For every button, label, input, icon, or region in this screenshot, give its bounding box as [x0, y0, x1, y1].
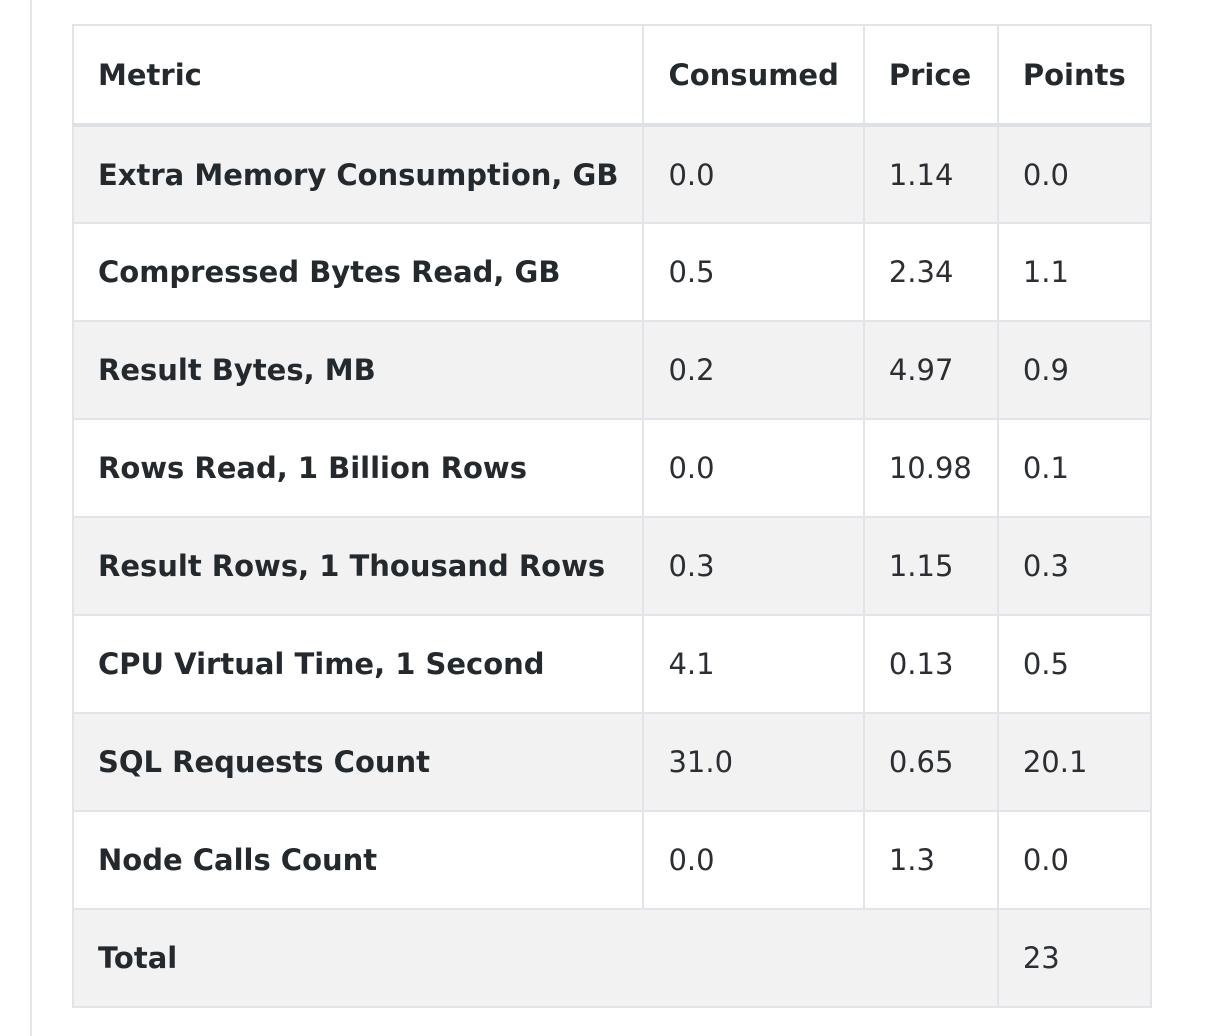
- cell-points: 0.0: [996, 810, 1152, 910]
- cell-points: 0.5: [996, 614, 1152, 714]
- table-row: CPU Virtual Time, 1 Second 4.1 0.13 0.5: [71, 614, 1152, 714]
- table-row: Rows Read, 1 Billion Rows 0.0 10.98 0.1: [71, 418, 1152, 518]
- metrics-table: Metric Consumed Price Points Extra Memor…: [71, 24, 1152, 1008]
- total-points: 23: [996, 908, 1152, 1008]
- cell-price: 1.3: [862, 810, 999, 910]
- table-row: Node Calls Count 0.0 1.3 0.0: [71, 810, 1152, 910]
- cell-points: 20.1: [996, 712, 1152, 812]
- cell-consumed: 0.0: [642, 124, 865, 224]
- cell-metric: Node Calls Count: [71, 810, 645, 910]
- cell-points: 0.0: [996, 124, 1152, 224]
- header-metric: Metric: [71, 24, 645, 127]
- cell-metric: CPU Virtual Time, 1 Second: [71, 614, 645, 714]
- header-price: Price: [862, 24, 999, 127]
- cell-consumed: 0.0: [642, 810, 865, 910]
- cell-consumed: 0.0: [642, 418, 865, 518]
- cell-metric: Compressed Bytes Read, GB: [71, 222, 645, 322]
- table-header-row: Metric Consumed Price Points: [71, 24, 1152, 127]
- cell-price: 2.34: [862, 222, 999, 322]
- total-label: Total: [72, 908, 999, 1008]
- cell-consumed: 0.2: [642, 320, 865, 420]
- cell-points: 0.1: [996, 418, 1152, 518]
- cell-consumed: 31.0: [642, 712, 865, 812]
- cell-points: 1.1: [996, 222, 1152, 322]
- cell-points: 0.9: [996, 320, 1152, 420]
- header-points: Points: [996, 24, 1152, 127]
- cell-points: 0.3: [996, 516, 1152, 616]
- cell-consumed: 4.1: [642, 614, 865, 714]
- table-row: Extra Memory Consumption, GB 0.0 1.14 0.…: [71, 124, 1152, 224]
- table-row: Compressed Bytes Read, GB 0.5 2.34 1.1: [71, 222, 1152, 322]
- header-consumed: Consumed: [642, 24, 865, 127]
- cell-metric: Result Bytes, MB: [71, 320, 645, 420]
- cell-metric: Extra Memory Consumption, GB: [71, 124, 645, 224]
- cell-price: 0.13: [862, 614, 999, 714]
- cell-price: 10.98: [862, 418, 999, 518]
- cell-metric: Rows Read, 1 Billion Rows: [71, 418, 645, 518]
- cell-metric: Result Rows, 1 Thousand Rows: [71, 516, 645, 616]
- cell-price: 0.65: [862, 712, 999, 812]
- cell-price: 4.97: [862, 320, 999, 420]
- cell-metric: SQL Requests Count: [71, 712, 645, 812]
- table-row: Result Rows, 1 Thousand Rows 0.3 1.15 0.…: [71, 516, 1152, 616]
- cell-price: 1.15: [862, 516, 999, 616]
- total-row: Total 23: [72, 908, 1152, 1008]
- table-row: SQL Requests Count 31.0 0.65 20.1: [71, 712, 1152, 812]
- cell-price: 1.14: [862, 124, 999, 224]
- table-row: Result Bytes, MB 0.2 4.97 0.9: [71, 320, 1152, 420]
- left-border-rule: [30, 0, 32, 1036]
- cell-consumed: 0.3: [642, 516, 865, 616]
- cell-consumed: 0.5: [642, 222, 865, 322]
